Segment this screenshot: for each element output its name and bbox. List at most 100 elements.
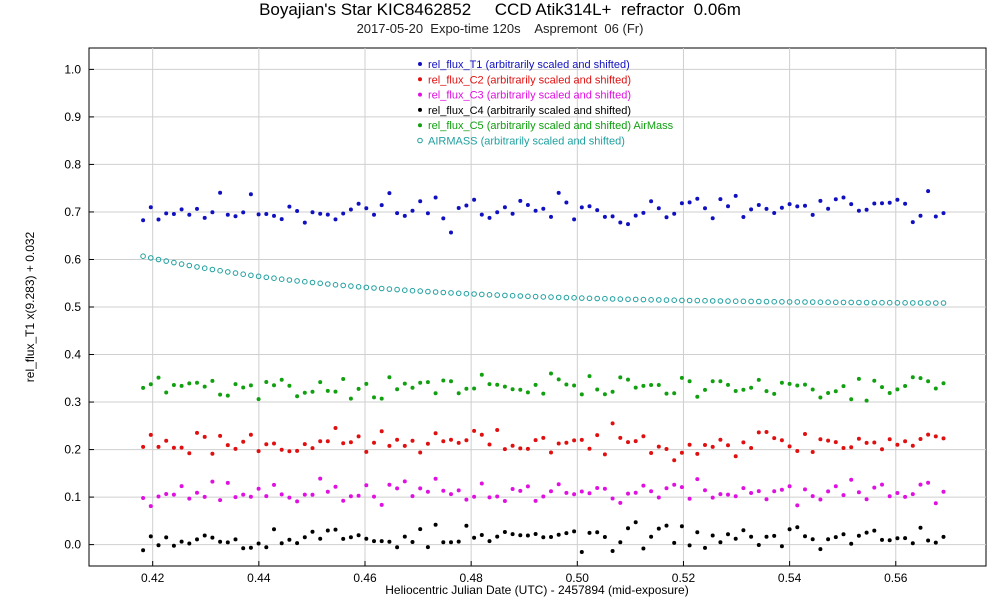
- series-2: [141, 421, 946, 463]
- data-point: [633, 213, 638, 218]
- data-point: [533, 498, 538, 503]
- data-point: [348, 396, 353, 401]
- data-point: [479, 212, 484, 217]
- data-point: [525, 484, 530, 489]
- data-point: [564, 440, 569, 445]
- y-tick-label: 0.7: [64, 205, 81, 219]
- data-point: [295, 394, 300, 399]
- data-point: [649, 199, 654, 204]
- data-point: [749, 207, 754, 212]
- data-point: [187, 496, 192, 501]
- data-point: [141, 444, 146, 449]
- data-point: [856, 490, 861, 495]
- data-point: [579, 437, 584, 442]
- data-point: [880, 537, 884, 542]
- data-point: [626, 526, 630, 531]
- data-point: [264, 494, 269, 499]
- legend-marker: [418, 123, 422, 128]
- data-point: [602, 452, 607, 457]
- data-point: [880, 201, 884, 206]
- data-point: [918, 482, 923, 487]
- data-point: [510, 211, 515, 216]
- data-point: [833, 484, 838, 489]
- data-point: [633, 439, 638, 444]
- data-point: [410, 494, 415, 499]
- data-point: [817, 299, 824, 306]
- data-point: [803, 382, 807, 387]
- data-point: [387, 482, 392, 487]
- data-point: [479, 432, 484, 437]
- data-point: [225, 393, 230, 398]
- data-point: [148, 382, 153, 387]
- data-point: [195, 206, 199, 211]
- data-point: [171, 212, 176, 216]
- data-point: [825, 299, 831, 306]
- data-point: [702, 297, 708, 304]
- data-point: [872, 528, 877, 533]
- data-point: [810, 387, 815, 392]
- data-point: [917, 300, 924, 306]
- y-axis-title: rel_flux_T1 x(9.283) + 0.032: [23, 231, 37, 382]
- y-tick-label: 0.3: [64, 395, 81, 409]
- data-point: [148, 534, 153, 539]
- data-point: [356, 434, 361, 439]
- data-point: [310, 492, 315, 497]
- data-point: [433, 195, 438, 200]
- data-point: [602, 214, 607, 219]
- data-point: [926, 189, 931, 194]
- data-point: [649, 534, 654, 539]
- series-6: [140, 253, 947, 306]
- data-point: [895, 491, 900, 495]
- data-point: [379, 429, 384, 434]
- legend-marker: [418, 92, 422, 97]
- data-point: [610, 549, 615, 553]
- data-point: [833, 197, 838, 202]
- data-point: [510, 532, 515, 537]
- data-point: [248, 494, 253, 499]
- data-point: [279, 492, 284, 497]
- data-point: [272, 527, 276, 532]
- data-point: [618, 500, 623, 505]
- data-point: [602, 392, 607, 397]
- data-point: [225, 540, 230, 545]
- data-point: [510, 387, 515, 392]
- data-point: [187, 381, 192, 386]
- data-point: [918, 376, 923, 381]
- data-point: [741, 215, 746, 219]
- data-point: [664, 215, 669, 220]
- data-point: [910, 220, 915, 225]
- data-point: [856, 376, 861, 381]
- data-point: [318, 380, 323, 385]
- data-point: [926, 379, 931, 384]
- data-point: [718, 197, 723, 202]
- data-point: [479, 533, 484, 537]
- data-point: [810, 212, 815, 217]
- data-point: [272, 482, 276, 487]
- data-point: [218, 392, 223, 397]
- data-point: [525, 203, 530, 207]
- data-point: [410, 385, 415, 390]
- data-point: [218, 498, 223, 503]
- data-point: [633, 490, 638, 495]
- data-point: [826, 206, 831, 211]
- x-tick-label: 0.48: [459, 571, 483, 585]
- data-point: [679, 450, 684, 455]
- data-point: [856, 208, 861, 213]
- data-point: [726, 492, 730, 497]
- data-point: [464, 438, 469, 443]
- data-point: [618, 220, 623, 225]
- data-point: [218, 190, 223, 195]
- data-point: [803, 534, 807, 539]
- data-point: [332, 282, 339, 288]
- data-point: [225, 269, 231, 275]
- data-point: [864, 440, 869, 445]
- data-point: [363, 284, 370, 291]
- tick-marks: 0.0 0.1 0.2 0.3 0.4 0.5 0.6 0.7 0.8 0.9 1.0 0.42 0.4…: [64, 62, 907, 585]
- data-point: [756, 298, 762, 305]
- data-point: [880, 482, 884, 487]
- data-point: [880, 385, 884, 390]
- data-point: [502, 292, 508, 299]
- data-point: [379, 203, 384, 208]
- data-point: [348, 283, 354, 289]
- data-point: [440, 289, 447, 296]
